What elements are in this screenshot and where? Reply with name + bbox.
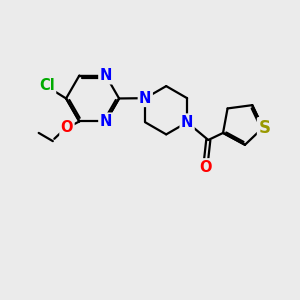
Text: O: O <box>61 120 73 135</box>
Text: O: O <box>200 160 212 175</box>
Text: S: S <box>259 118 271 136</box>
Text: N: N <box>139 91 152 106</box>
Text: Cl: Cl <box>39 78 55 93</box>
Text: N: N <box>181 115 193 130</box>
Text: N: N <box>100 114 112 129</box>
Text: N: N <box>100 68 112 83</box>
